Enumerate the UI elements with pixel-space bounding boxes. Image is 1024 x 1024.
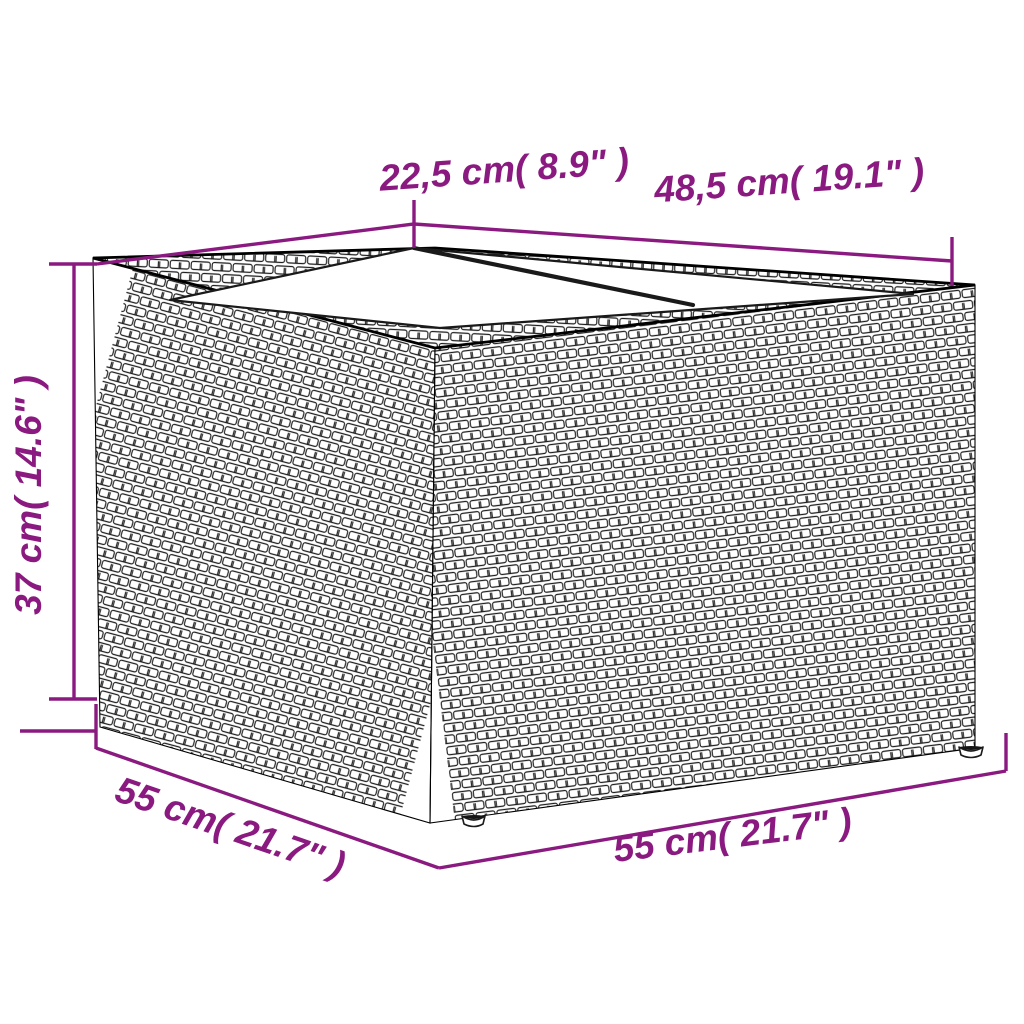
svg-text:37 cm( 14.6" ): 37 cm( 14.6" ) — [8, 375, 49, 615]
